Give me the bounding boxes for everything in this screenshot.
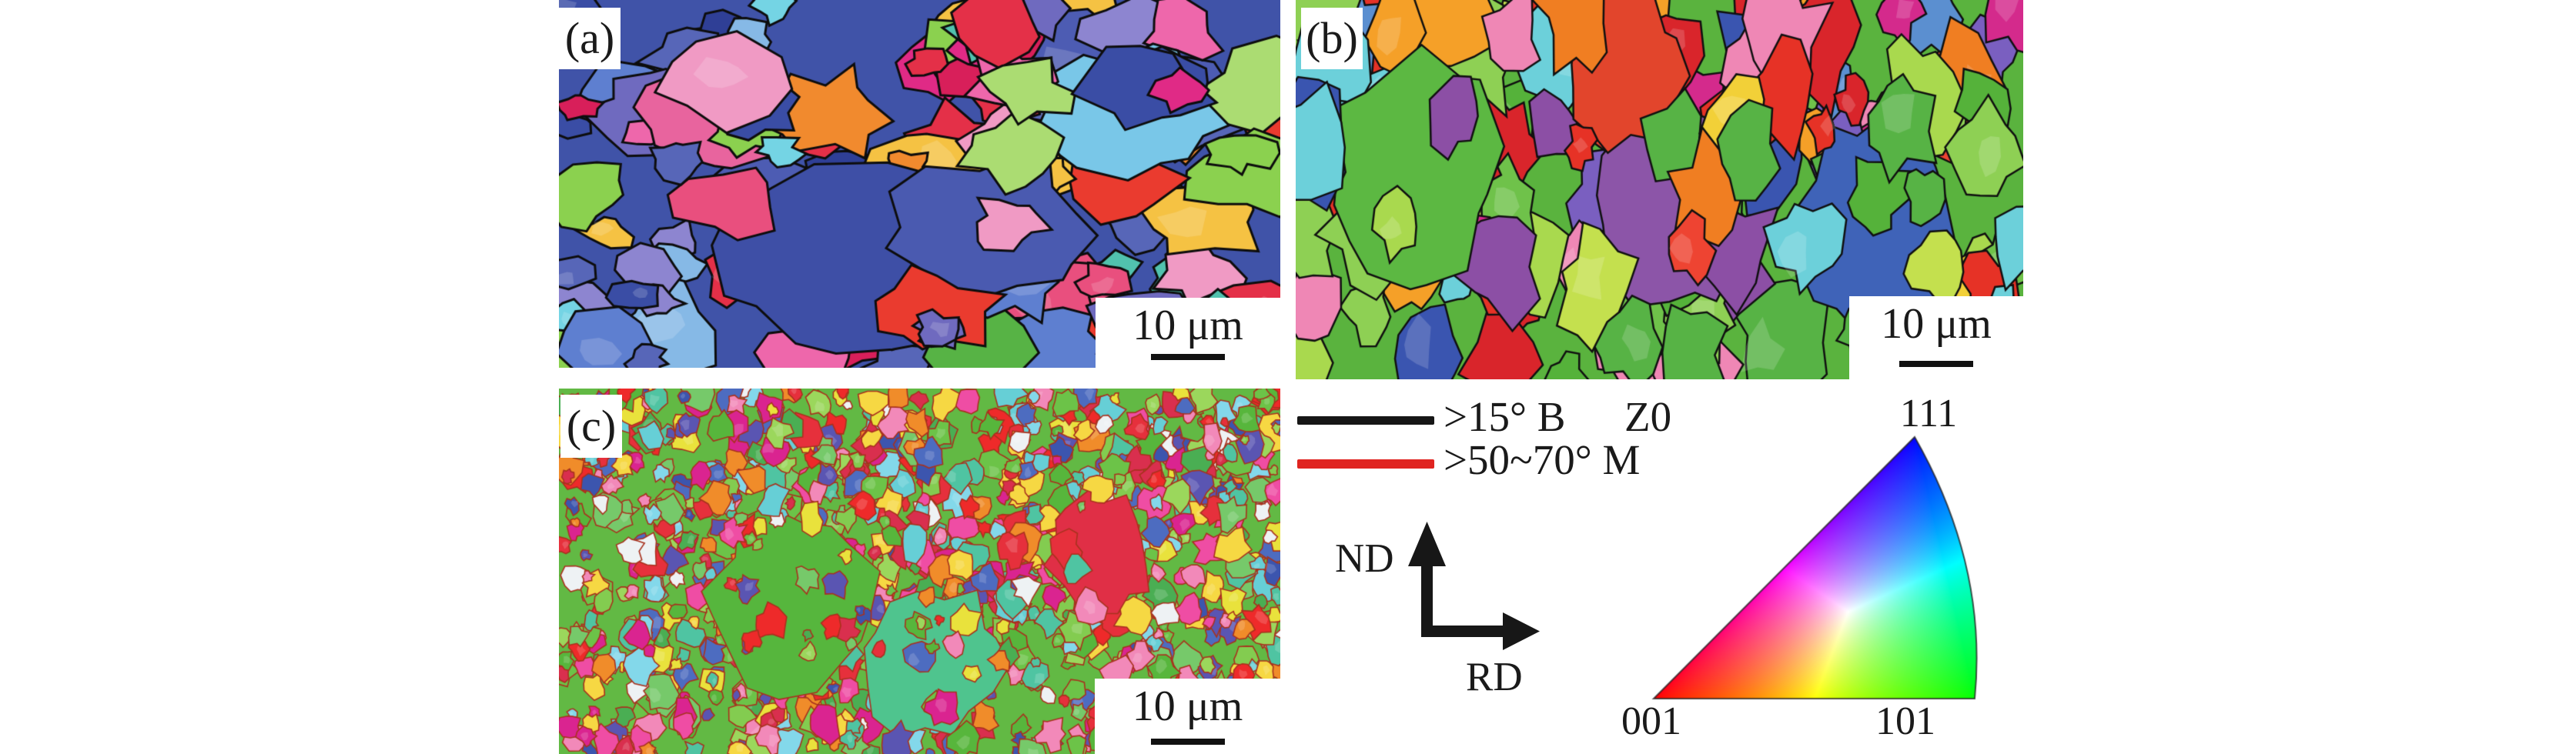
ebsd-map-panel-a: (a) 10 μm [559,0,1280,368]
ipf-color-triangle [1640,427,1986,708]
scale-bar-c-line [1150,739,1225,745]
scale-bar-box-b: 10 μm [1849,296,2023,379]
nd-rd-axes-icon [1408,522,1540,650]
scale-bar-box-c: 10 μm [1095,679,1280,754]
rd-arrow-shaft [1421,626,1506,637]
panel-label-a: (a) [559,8,621,69]
nd-arrowhead-icon [1408,522,1446,566]
ebsd-map-panel-b: (b) 10 μm [1296,0,2023,379]
scale-bar-b-text: 10 μm [1881,300,1992,348]
ipf-label-001: 001 [1621,699,1681,743]
axis-label-nd: ND [1335,536,1394,581]
axis-label-rd: RD [1466,655,1523,699]
ebsd-map-panel-c: (c) 10 μm [559,389,1280,754]
scale-bar-a-text: 10 μm [1132,302,1243,349]
panel-label-b-text: (b) [1306,13,1358,63]
legend-label-twin: >50~70° M [1444,436,1641,483]
panel-label-b: (b) [1301,8,1363,69]
scale-bar-box-a: 10 μm [1096,298,1280,368]
nd-arrow-shaft [1421,562,1433,637]
high-angle-boundary-line-swatch [1297,416,1434,425]
rd-arrowhead-icon [1503,612,1540,650]
ipf-label-101: 101 [1875,699,1935,743]
ipf-label-111: 111 [1899,392,1958,435]
scale-bar-a-line [1151,354,1225,360]
panel-label-c-text: (c) [566,401,617,451]
panel-label-c: (c) [560,395,622,458]
panel-label-a-text: (a) [564,13,615,63]
legend-label-hab: >15° B [1444,393,1566,440]
twin-boundary-line-swatch [1297,459,1434,469]
scale-bar-b-line [1899,361,1973,367]
scale-bar-c-text: 10 μm [1132,682,1243,730]
